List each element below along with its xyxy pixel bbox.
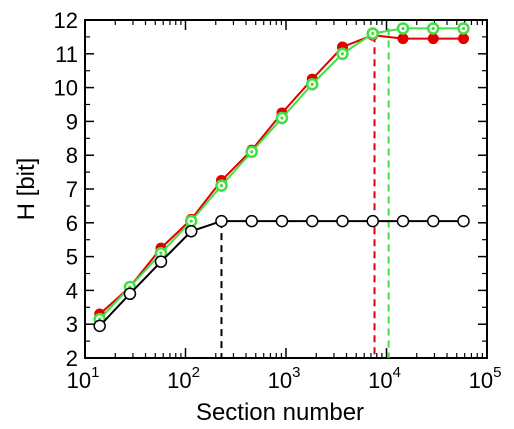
y-tick-label: 9 bbox=[66, 109, 78, 134]
data-point bbox=[336, 214, 349, 228]
y-tick-label: 5 bbox=[66, 245, 78, 270]
x-tick-label: 103 bbox=[268, 364, 301, 393]
data-point-center bbox=[159, 251, 163, 255]
data-point-center bbox=[371, 31, 375, 36]
data-point-center bbox=[189, 219, 193, 223]
y-tick-label: 8 bbox=[66, 143, 78, 168]
tick-labels: 2 3 4 5 6 7 8 9 10 11 12 101 102 103 104 105 bbox=[54, 8, 502, 393]
plot-area bbox=[84, 19, 488, 359]
plot-frame bbox=[84, 19, 488, 359]
data-point bbox=[305, 214, 319, 228]
data-point bbox=[397, 33, 409, 45]
y-tick-label: 3 bbox=[66, 312, 78, 337]
y-tick-label: 2 bbox=[66, 346, 78, 371]
data-point bbox=[426, 214, 440, 228]
data-point-center bbox=[461, 26, 466, 31]
data-point bbox=[245, 214, 258, 228]
x-tick-label: 101 bbox=[67, 364, 100, 393]
y-tick-label: 7 bbox=[66, 177, 78, 202]
data-point-center bbox=[219, 184, 224, 188]
x-tick-label: 104 bbox=[368, 364, 401, 393]
axes bbox=[84, 19, 488, 359]
series bbox=[93, 214, 470, 333]
data-point-center bbox=[280, 116, 284, 120]
data-point-center bbox=[310, 82, 314, 86]
y-tick-label: 10 bbox=[54, 76, 78, 101]
y-tick-label: 4 bbox=[66, 278, 78, 303]
data-point bbox=[427, 33, 439, 45]
data-point-center bbox=[340, 52, 345, 56]
data-point bbox=[396, 214, 410, 228]
y-tick-label: 11 bbox=[55, 42, 78, 67]
data-point-center bbox=[250, 150, 254, 154]
y-tick-label: 6 bbox=[66, 211, 78, 236]
data-point bbox=[154, 255, 168, 268]
data-point bbox=[93, 319, 106, 333]
series-group bbox=[93, 22, 470, 333]
data-point bbox=[366, 214, 379, 228]
series bbox=[93, 22, 470, 326]
x-axis-label: Section number bbox=[196, 399, 364, 426]
x-tick-label: 105 bbox=[469, 364, 502, 393]
threshold-lines bbox=[220, 28, 390, 358]
data-point bbox=[184, 225, 198, 238]
series-line bbox=[98, 27, 464, 320]
series-line bbox=[98, 220, 464, 327]
data-point bbox=[123, 287, 137, 301]
data-point bbox=[275, 214, 289, 228]
data-point bbox=[457, 214, 470, 228]
data-point-center bbox=[431, 26, 435, 31]
series bbox=[94, 29, 470, 320]
y-axis-label: H [bit] bbox=[13, 158, 40, 221]
data-point bbox=[458, 33, 470, 45]
y-tick-label: 12 bbox=[54, 8, 78, 33]
x-tick-label: 102 bbox=[167, 364, 200, 393]
series-line bbox=[99, 34, 464, 315]
data-point-center bbox=[401, 26, 405, 31]
data-point bbox=[215, 214, 228, 228]
